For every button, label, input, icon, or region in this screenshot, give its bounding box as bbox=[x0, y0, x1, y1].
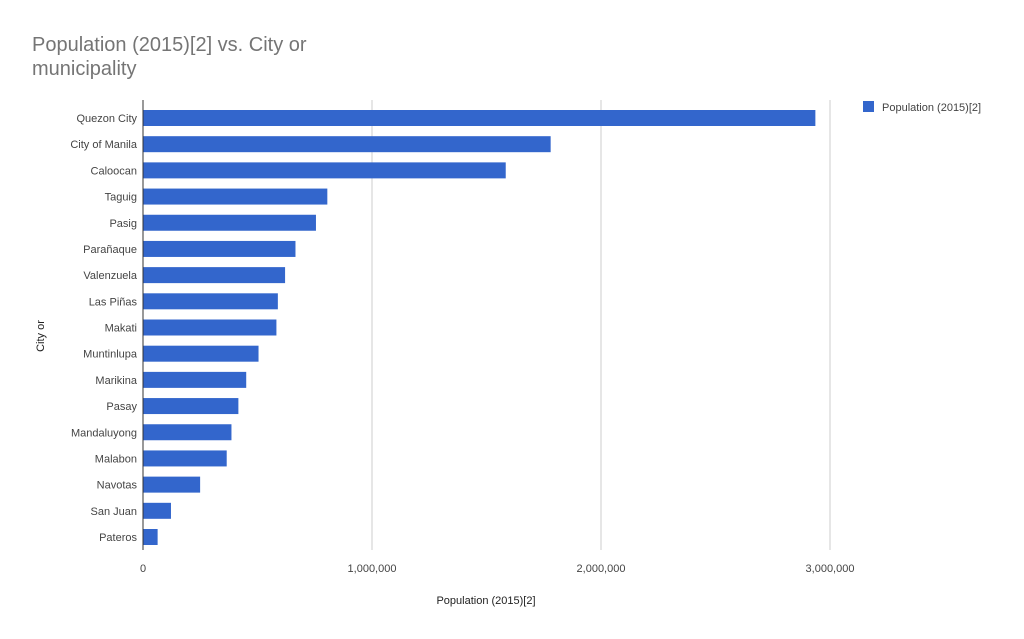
bar bbox=[143, 371, 247, 388]
y-tick-label: Valenzuela bbox=[83, 270, 137, 282]
bar bbox=[143, 476, 201, 493]
y-tick-label: Malabon bbox=[95, 453, 137, 465]
bar bbox=[143, 345, 259, 362]
y-tick-label: Parañaque bbox=[83, 244, 137, 256]
y-tick-label: Pasig bbox=[109, 218, 137, 230]
legend-label: Population (2015)[2] bbox=[882, 102, 981, 114]
bar bbox=[143, 319, 277, 336]
chart-title: Population (2015)[2] vs. City or municip… bbox=[32, 34, 307, 80]
bar bbox=[143, 529, 158, 545]
bar bbox=[143, 424, 232, 441]
x-tick-label: 2,000,000 bbox=[577, 563, 626, 575]
y-tick-label: Mandaluyong bbox=[71, 427, 137, 439]
y-tick-label: Pateros bbox=[99, 532, 137, 544]
y-tick-label: Taguig bbox=[105, 192, 137, 204]
x-tick-label: 1,000,000 bbox=[348, 563, 397, 575]
bar bbox=[143, 502, 171, 519]
bar bbox=[143, 267, 286, 284]
y-tick-label: Muntinlupa bbox=[83, 349, 138, 361]
x-tick-label: 0 bbox=[140, 563, 146, 575]
bar bbox=[143, 450, 227, 467]
y-axis-title: City or bbox=[35, 320, 47, 352]
bar bbox=[143, 188, 328, 205]
y-tick-label: Marikina bbox=[95, 375, 137, 387]
y-tick-label: City of Manila bbox=[70, 139, 138, 151]
y-tick-label: Makati bbox=[105, 323, 137, 335]
bar bbox=[143, 162, 506, 179]
x-axis-title: Population (2015)[2] bbox=[436, 595, 535, 607]
bar bbox=[143, 240, 296, 257]
bar bbox=[143, 214, 316, 231]
y-tick-label: Pasay bbox=[106, 401, 137, 413]
x-tick-label: 3,000,000 bbox=[806, 563, 855, 575]
y-tick-label: Las Piñas bbox=[89, 296, 138, 308]
y-tick-label: San Juan bbox=[91, 506, 137, 518]
y-tick-label: Navotas bbox=[97, 480, 138, 492]
bar bbox=[143, 398, 239, 415]
bar bbox=[143, 136, 551, 153]
y-tick-label: Quezon City bbox=[76, 113, 137, 125]
y-tick-label: Caloocan bbox=[91, 165, 137, 177]
legend-swatch bbox=[863, 101, 874, 112]
bar bbox=[143, 110, 816, 126]
bar bbox=[143, 293, 278, 310]
